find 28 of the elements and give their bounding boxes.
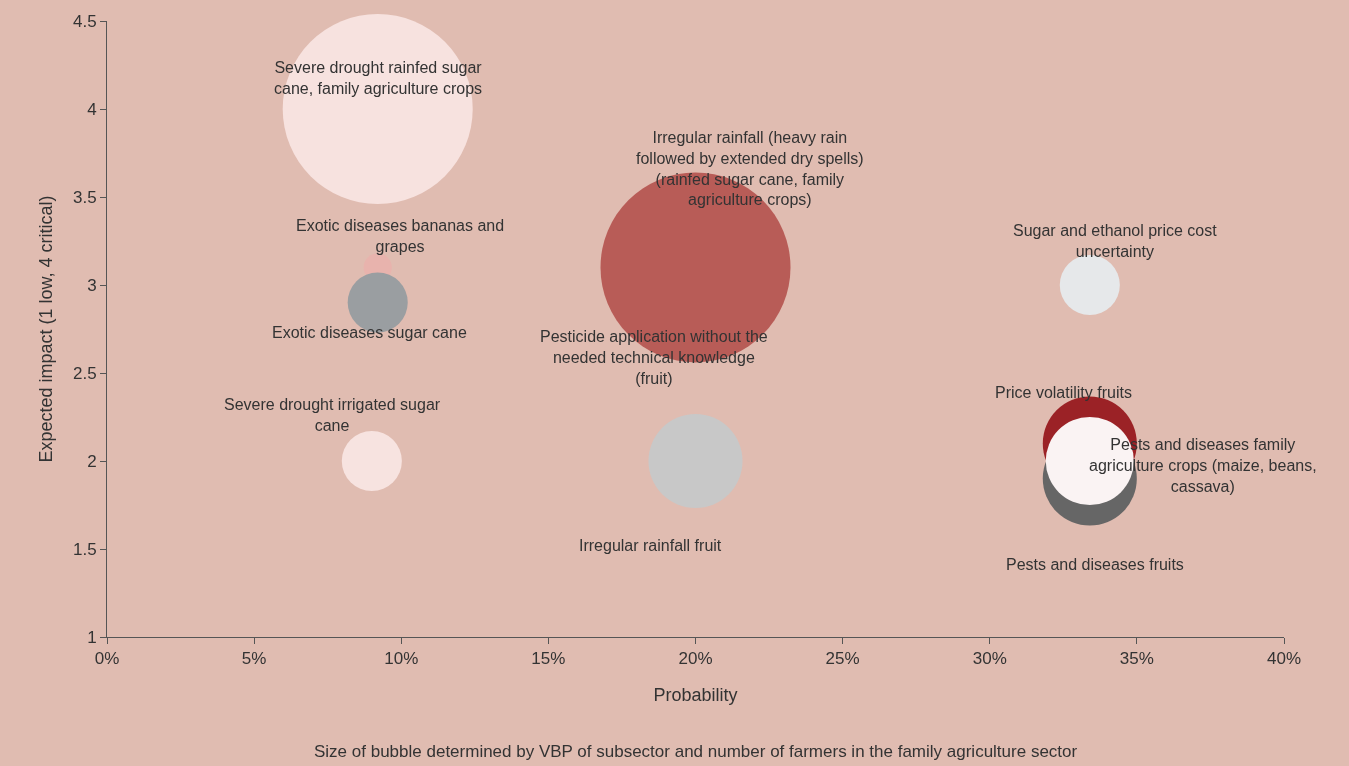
x-tick-label: 5% bbox=[241, 649, 267, 669]
x-tick-label: 15% bbox=[531, 649, 566, 669]
y-tick-label: 2 bbox=[87, 451, 97, 471]
y-tick-label: 2.5 bbox=[72, 363, 97, 383]
y-axis-title: Expected impact (1 low, 4 critical) bbox=[36, 195, 57, 463]
y-tick-label: 1 bbox=[87, 627, 97, 647]
series-label: Exotic diseases sugar cane bbox=[272, 324, 467, 341]
series-label: Price volatility fruits bbox=[995, 384, 1132, 401]
x-tick-label: 10% bbox=[384, 649, 419, 669]
y-tick-label: 4 bbox=[87, 99, 97, 119]
text: Size of bubble determined by VBP of subsector and number of farmers in the family agriculture sector bbox=[314, 742, 1078, 761]
x-tick-label: 20% bbox=[678, 649, 713, 669]
x-tick-label: 0% bbox=[94, 649, 120, 669]
x-tick-label: 35% bbox=[1119, 649, 1154, 669]
x-axis-title: Probability bbox=[653, 684, 738, 705]
y-tick-label: 3.5 bbox=[72, 187, 97, 207]
x-tick-label: 40% bbox=[1266, 649, 1302, 669]
series-label: Severe drought rainfed sugar cane, family agriculture crops bbox=[274, 59, 483, 97]
series-label: Exotic diseases bananas and grapes bbox=[296, 217, 505, 255]
text: Irregular rainfall fruit bbox=[579, 537, 722, 554]
text: Pests and diseases fruits bbox=[1006, 556, 1184, 573]
x-tick-label: 30% bbox=[972, 649, 1007, 669]
y-tick-label: 4.5 bbox=[72, 11, 97, 31]
x-tick-label: 25% bbox=[825, 649, 860, 669]
y-tick-label: 1.5 bbox=[72, 539, 97, 559]
series-label: Severe drought irrigated sugar cane bbox=[224, 396, 441, 434]
series-label: Sugar and ethanol price cost uncertainty bbox=[1013, 222, 1218, 260]
y-tick-label: 3 bbox=[87, 275, 97, 295]
